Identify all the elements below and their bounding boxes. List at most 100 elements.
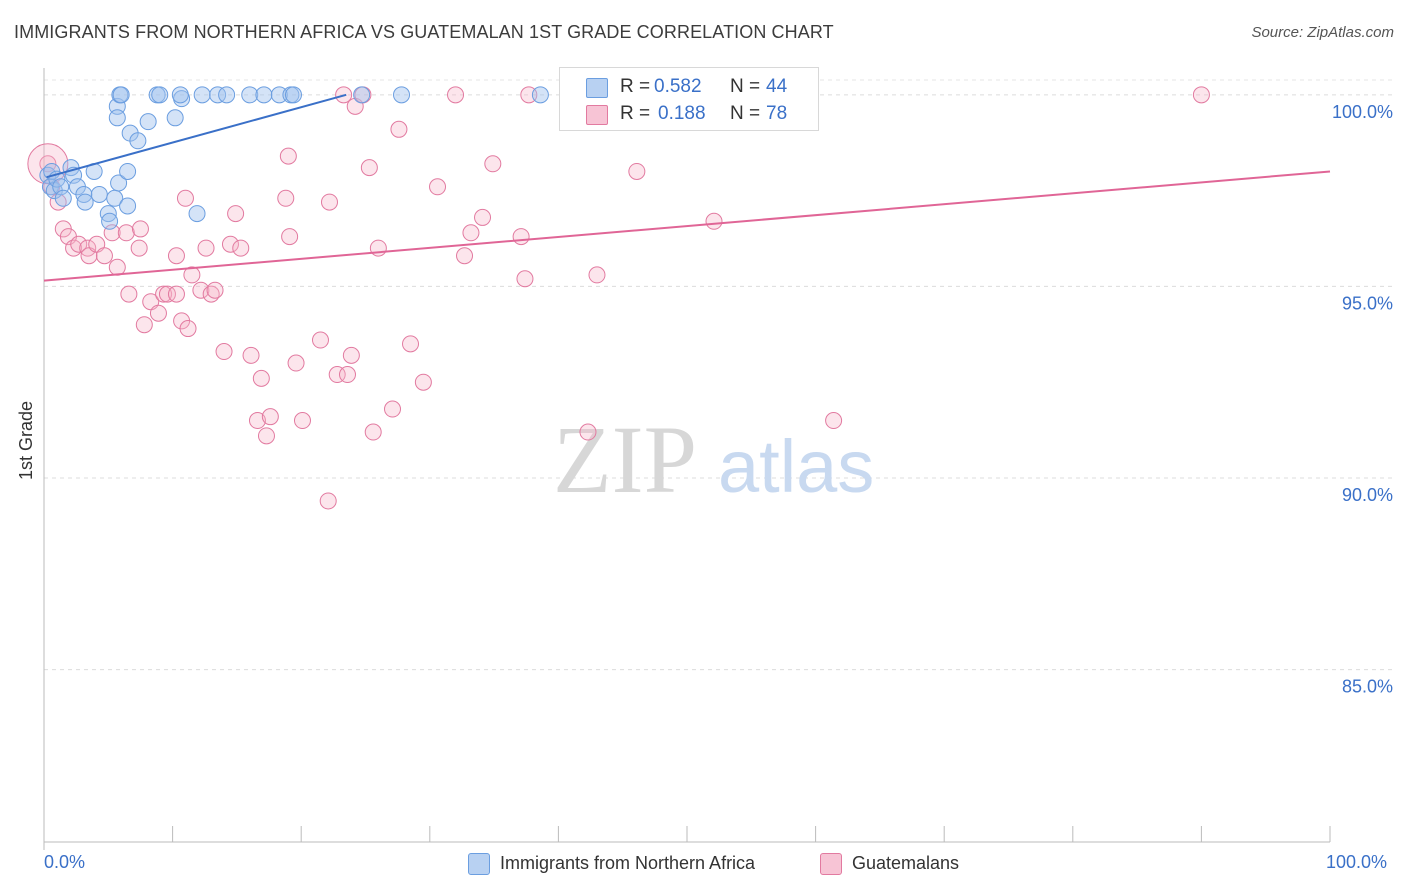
guatemalan-point [95, 247, 113, 265]
northern-africa-point [108, 109, 126, 127]
guatemalan-point [131, 220, 149, 238]
guatemalan-point [474, 208, 492, 226]
axes [43, 68, 1331, 850]
guatemalan-point [338, 366, 356, 384]
guatemalan-point [167, 247, 185, 265]
legend-swatch-blue [468, 853, 490, 875]
northern-africa-point [90, 185, 108, 203]
guatemalan-point [206, 281, 224, 299]
northern-africa-point [129, 132, 147, 150]
guatemalan-point [232, 239, 250, 257]
northern-africa-point [241, 86, 259, 104]
guatemalan-point [183, 266, 201, 284]
guatemalan-point [456, 247, 474, 265]
guatemalan-point [149, 304, 167, 322]
guatemalan-point [117, 224, 135, 242]
northern-africa-point [531, 86, 549, 104]
guatemalan-point [179, 320, 197, 338]
guatemalan-point [120, 285, 138, 303]
guatemalan-point [484, 155, 502, 173]
guatemalan-point [167, 285, 185, 303]
trend-line-northern-africa [46, 93, 347, 179]
northern-africa-point [193, 86, 211, 104]
guatemalan-point [277, 189, 295, 207]
guatemalan-point [176, 189, 194, 207]
guatemalan-point [390, 120, 408, 138]
guatemalan-point [414, 373, 432, 391]
northern-africa-point [110, 174, 128, 192]
northern-africa-point [119, 197, 137, 215]
legend-n-label: N = [730, 76, 761, 97]
northern-africa-point [353, 86, 371, 104]
guatemalan-point [130, 239, 148, 257]
guatemalan-point [402, 335, 420, 353]
guatemalan-point [462, 224, 480, 242]
guatemalan-point [311, 331, 329, 349]
legend-r-value: 0.188 [658, 103, 706, 124]
trend-line-guatemalans [43, 170, 1331, 282]
northern-africa-point [101, 212, 119, 230]
watermark-atlas: atlas [718, 425, 874, 508]
guatemalan-point [215, 343, 233, 361]
guatemalan-point [70, 235, 88, 253]
legend-swatch-blue [586, 78, 608, 98]
legend-series-name: Immigrants from Northern Africa [500, 853, 756, 873]
northern-africa-point [255, 86, 273, 104]
guatemalan-point [281, 228, 299, 246]
legend-swatch-pink [820, 853, 842, 875]
legend-swatch-pink [586, 105, 608, 125]
northern-africa-point [166, 109, 184, 127]
northern-africa-point [119, 162, 137, 180]
y-tick-label: 95.0% [1342, 293, 1393, 313]
legend-n-value: 78 [766, 103, 788, 124]
northern-africa-point [218, 86, 236, 104]
guatemalan-point [579, 423, 597, 441]
guatemalan-point [1192, 86, 1210, 104]
guatemalan-point [342, 346, 360, 364]
guatemalan-point [588, 266, 606, 284]
watermark: ZIP atlas [553, 406, 874, 513]
northern-africa-point [209, 86, 227, 104]
guatemalan-point [512, 228, 530, 246]
legend-n-label: N = [730, 103, 761, 124]
legend-r-label: R = [620, 103, 651, 124]
guatemalan-point [328, 366, 346, 384]
guatemalan-point [447, 86, 465, 104]
guatemalan-point [155, 285, 173, 303]
legend-series-name: Guatemalans [852, 853, 960, 873]
guatemalan-point [825, 412, 843, 430]
guatemalan-point [279, 147, 297, 165]
guatemalan-point [384, 400, 402, 418]
legend-r-value: 0.582 [654, 76, 702, 97]
y-tick-label: 100.0% [1332, 102, 1393, 122]
guatemalan-point [135, 316, 153, 334]
guatemalan-point [221, 235, 239, 253]
correlation-legend: R = 0.582 N = 44 R = 0.188 N = 78 [559, 67, 819, 131]
guatemalan-point [364, 423, 382, 441]
grid-lines [44, 79, 1392, 671]
y-tick-labels: 100.0% 95.0% 90.0% 85.0% [1332, 102, 1393, 697]
guatemalan-point [516, 270, 534, 288]
y-tick-label: 90.0% [1342, 485, 1393, 505]
northern-africa-point [112, 86, 130, 104]
northern-africa-point [284, 86, 302, 104]
guatemalan-point [197, 239, 215, 257]
northern-africa-points [39, 86, 549, 230]
trend-lines [43, 93, 1331, 282]
northern-africa-point [188, 205, 206, 223]
guatemalan-point [227, 205, 245, 223]
guatemalan-point [108, 258, 126, 276]
northern-africa-point [139, 113, 157, 131]
guatemalan-point [261, 408, 279, 426]
northern-africa-point [54, 189, 72, 207]
guatemalan-point [319, 492, 337, 510]
legend-r-label: R = [620, 76, 651, 97]
guatemalan-point [429, 178, 447, 196]
northern-africa-point [151, 86, 169, 104]
northern-africa-point [393, 86, 411, 104]
northern-africa-point [76, 193, 94, 211]
northern-africa-point [270, 86, 288, 104]
guatemalan-point [705, 212, 723, 230]
guatemalan-point [252, 369, 270, 387]
